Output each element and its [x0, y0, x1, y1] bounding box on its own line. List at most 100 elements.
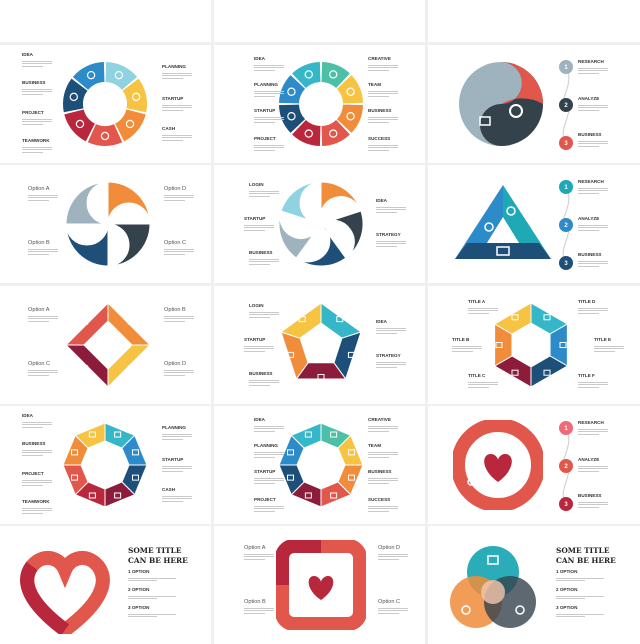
- placeholder-text-lines: [578, 380, 608, 389]
- placeholder-text-lines: [578, 139, 608, 148]
- slide-11[interactable]: LOGIN IDEA STARTUP STRATEGY BUSINESS: [214, 286, 425, 404]
- diagram: [279, 302, 363, 381]
- slide-18[interactable]: SOME TITLE CAN BE HERE 1 OPTION 2 OPTION 3 …: [428, 526, 640, 644]
- slide-14[interactable]: IDEA PLANNING STARTUP PROJECT CREATIVE TEAM BU…: [214, 406, 425, 524]
- slide-2[interactable]: BUSINESS: [214, 0, 425, 42]
- slide-4[interactable]: IDEA BUSINESS PROJECT TEAMWORK PLANNING START…: [0, 45, 211, 163]
- option-label: 1 OPTION: [556, 569, 578, 574]
- placeholder-text-lines: [28, 247, 58, 256]
- placeholder-text-lines: [22, 506, 52, 515]
- yin-yang-top: [501, 62, 543, 104]
- ring-segment-1: [321, 62, 350, 89]
- placeholder-text-lines: [162, 464, 192, 473]
- placeholder-text-lines: [578, 500, 608, 509]
- slide-13[interactable]: IDEA BUSINESS PROJECT TEAMWORK PLANNING START…: [0, 406, 211, 524]
- hexagon-segment-icon-4: [511, 369, 519, 376]
- heart-icon: [484, 454, 512, 482]
- placeholder-text-lines: [249, 257, 279, 266]
- placeholder-text-lines: [578, 259, 608, 268]
- pentagon-segment-icon-2: [347, 351, 355, 358]
- slide-9[interactable]: 1 2 3 RESEARCH ANALYZE BUSINESS: [428, 165, 640, 283]
- ring-segment-icon-2: [346, 87, 355, 96]
- placeholder-text-lines: [578, 306, 608, 315]
- slide-label: LOGIN: [249, 303, 264, 308]
- slide-5[interactable]: IDEA PLANNING STARTUP PROJECT CREATIVE TEAM BU…: [214, 45, 425, 163]
- octagon-segment-icon-8: [304, 431, 312, 438]
- slide-16[interactable]: SOME TITLE CAN BE HERE 1 OPTION 2 OPTION 3 …: [0, 526, 211, 644]
- slide-17[interactable]: Option A Option D Option B Option C: [214, 526, 425, 644]
- slide-label: BUSINESS: [249, 250, 273, 255]
- placeholder-text-lines: [244, 606, 274, 615]
- ring-segment-2: [122, 78, 147, 113]
- hexagon-segment-6: [493, 302, 532, 335]
- step-marker-2: [559, 459, 573, 473]
- option-label: 3 OPTION: [128, 605, 150, 610]
- placeholder-text-lines: [254, 63, 284, 72]
- placeholder-text-lines: [162, 133, 192, 142]
- placeholder-text-lines: [162, 103, 192, 112]
- placeholder-text-lines: [249, 189, 279, 198]
- slide-10[interactable]: Option A Option B Option C Option D: [0, 286, 211, 404]
- square-ring-shade: [276, 540, 321, 585]
- slide-label: ANALYZE: [578, 216, 600, 221]
- placeholder-text-lines: [254, 143, 284, 152]
- octagon-segment-icon-2: [347, 449, 355, 456]
- slide-7[interactable]: Option A Option D Option B Option C: [0, 165, 211, 283]
- slide-label: TEAM: [368, 82, 382, 87]
- ring-segment-3: [336, 104, 363, 133]
- option-label: 2 OPTION: [128, 587, 150, 592]
- step-marker-3: [559, 136, 573, 150]
- ring-segment-5: [292, 119, 321, 146]
- triangle-side-left: [455, 185, 503, 259]
- slide-label: Option D: [164, 186, 187, 192]
- slide-12[interactable]: TITLE A TITLE B TITLE C TITLE D TITLE E TITLE…: [428, 286, 640, 404]
- gear-icon: [509, 104, 523, 118]
- pie-icon: [484, 222, 494, 232]
- diagram: [20, 550, 110, 634]
- swirl-segment-1: [107, 181, 151, 225]
- gear-icon: [506, 206, 516, 216]
- ring-segment-icon-7: [86, 70, 96, 80]
- diagram: [64, 301, 152, 389]
- hexagon-segment-icon-2: [559, 342, 567, 348]
- placeholder-text-lines: [162, 71, 192, 80]
- slide-label: Option A: [28, 307, 50, 313]
- slide-8[interactable]: LOGIN IDEA STARTUP STRATEGY BUSINESS: [214, 165, 425, 283]
- octagon-segment-icon-7: [287, 449, 295, 456]
- triangle-base: [455, 243, 551, 259]
- slide-label: CREATIVE: [368, 56, 391, 61]
- ring-segment-icon-5: [304, 129, 313, 138]
- placeholder-text-lines: [254, 424, 284, 433]
- ring-segment-icon-3: [125, 119, 135, 129]
- pie-icon: [461, 605, 471, 615]
- placeholder-text-lines: [578, 464, 608, 473]
- octagon-segment-icon-3: [81, 365, 89, 372]
- slide-label: Option D: [164, 361, 187, 367]
- octagon-segment-icon-6: [71, 474, 79, 481]
- slide-15[interactable]: 1 2 3 RESEARCH ANALYZE BUSINESS: [428, 406, 640, 524]
- swirl-segment-3: [296, 223, 347, 267]
- placeholder-text-lines: [164, 368, 194, 377]
- slide-label: BUSINESS: [22, 80, 46, 85]
- step-number: 1: [564, 65, 568, 71]
- option-label: 1 OPTION: [128, 569, 150, 574]
- diagram: [450, 546, 536, 628]
- ring-segment-icon-3: [346, 112, 355, 121]
- placeholder-text-lines: [22, 478, 52, 487]
- slide-label: IDEA: [254, 56, 265, 61]
- slide-6[interactable]: 1 2 3 RESEARCH ANALYZE BUSINESS: [428, 45, 640, 163]
- placeholder-text-lines: [368, 476, 398, 485]
- placeholder-text-lines: [468, 306, 498, 315]
- diagram: [60, 0, 150, 2]
- placeholder-text-lines: [164, 193, 194, 202]
- slide-label: PROJECT: [22, 471, 44, 476]
- slide-label: TITLE B: [452, 337, 470, 342]
- option-label: 3 OPTION: [556, 605, 578, 610]
- placeholder-text-lines: [452, 344, 482, 353]
- slide-label: IDEA: [22, 52, 33, 57]
- diagram: [276, 540, 366, 630]
- placeholder-text-lines: [376, 239, 406, 248]
- slide-label: ANALYZE: [578, 96, 600, 101]
